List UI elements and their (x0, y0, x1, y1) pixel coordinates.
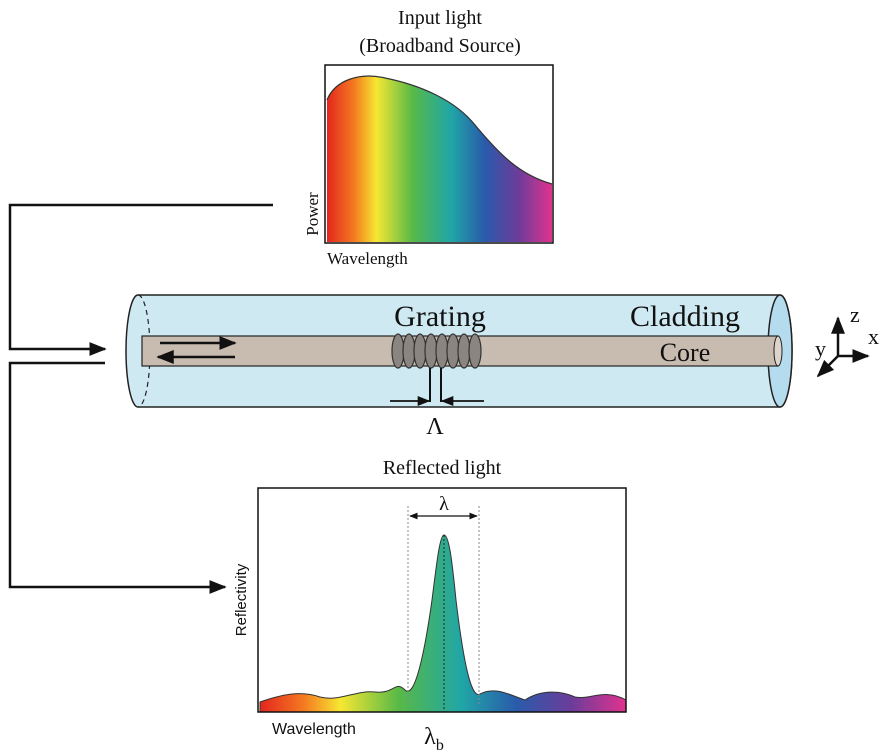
input-path (8, 203, 273, 356)
reflected-path (8, 361, 227, 594)
reflected-title: Reflected light (383, 457, 502, 479)
core-label: Core (660, 338, 711, 367)
reflected-y-label: Reflectivity (233, 563, 250, 636)
core-end (773, 335, 783, 367)
cladding-label: Cladding (630, 300, 740, 333)
reflected-spectrum (259, 534, 627, 713)
peak-label: λb (424, 724, 444, 754)
z-label: z (850, 302, 860, 327)
grating-rings (391, 333, 482, 369)
input-spectrum (327, 76, 552, 242)
period-label: Λ (426, 414, 444, 440)
reflected-x-label: Wavelength (272, 721, 356, 738)
input-subtitle: (Broadband Source) (359, 35, 521, 57)
y-label: y (815, 336, 826, 361)
input-y-label: Power (303, 192, 322, 236)
bandwidth-label: λ (439, 493, 449, 515)
input-curve (326, 75, 553, 185)
input-title: Input light (398, 7, 482, 29)
reflected-frame (257, 487, 627, 713)
x-label: x (868, 324, 879, 349)
y-axis (816, 355, 839, 378)
input-frame (324, 64, 554, 244)
cladding-back (137, 294, 151, 408)
grating-label: Grating (394, 300, 486, 333)
input-x-label: Wavelength (327, 249, 408, 268)
